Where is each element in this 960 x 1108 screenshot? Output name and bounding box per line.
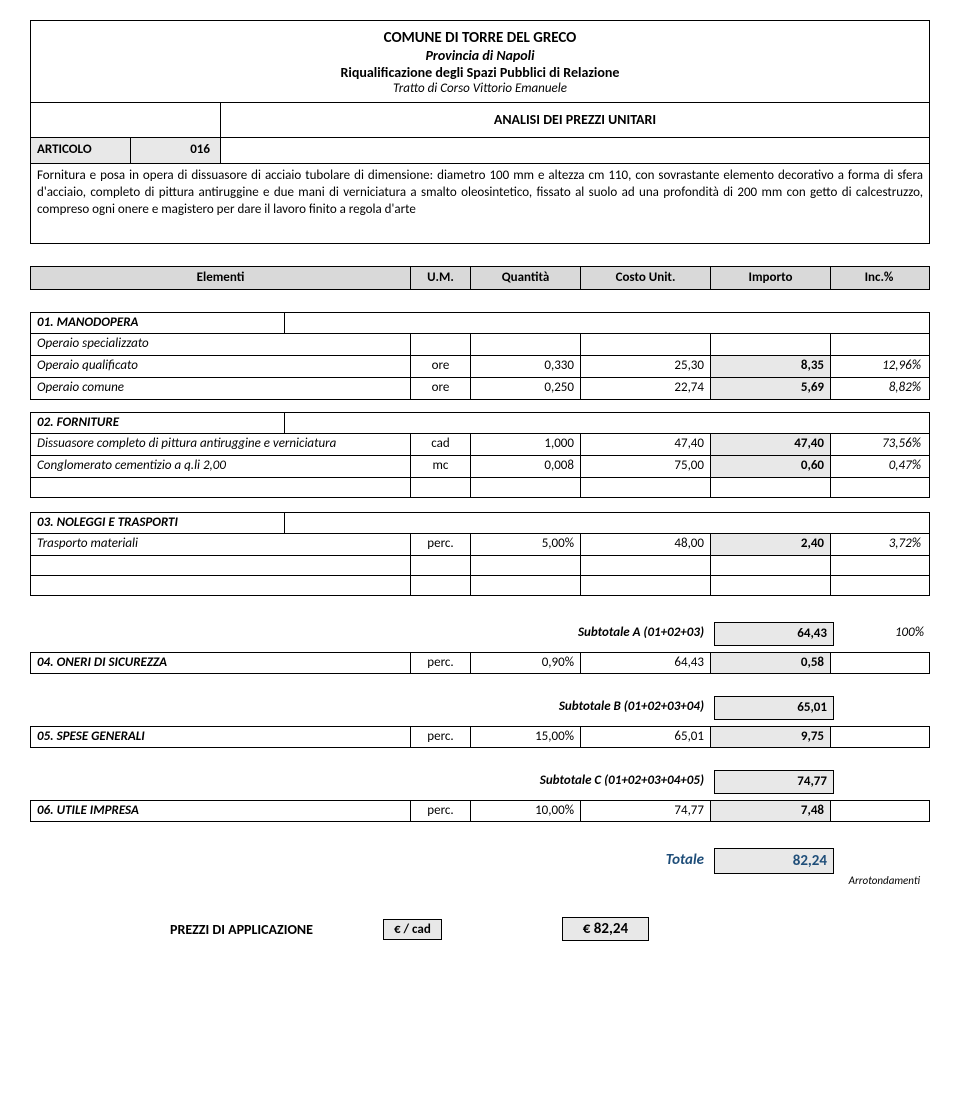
subtotal-a-label: Subtotale A (01+02+03) xyxy=(454,622,714,646)
col-inc: Inc.% xyxy=(831,267,927,289)
row-operaio-comune: Operaio comune ore 0,250 22,74 5,69 8,82… xyxy=(30,378,930,400)
prezzi-unit: € / cad xyxy=(383,919,442,940)
arrotondamenti-label: Arrotondamenti xyxy=(714,874,930,887)
col-quantita: Quantità xyxy=(471,267,581,289)
subtotal-a-value: 64,43 xyxy=(714,622,834,646)
empty-row xyxy=(30,556,930,576)
row-operaio-specializzato: Operaio specializzato xyxy=(30,334,930,356)
prezzi-applicazione-row: PREZZI DI APPLICAZIONE € / cad € 82,24 xyxy=(30,917,930,941)
subtotal-c-row: Subtotale C (01+02+03+04+05) 74,77 xyxy=(30,770,930,794)
empty-row xyxy=(30,478,930,498)
row-conglomerato: Conglomerato cementizio a q.li 2,00 mc 0… xyxy=(30,456,930,478)
articolo-number: 016 xyxy=(131,138,221,163)
description-box: Fornitura e posa in opera di dissuasore … xyxy=(30,164,930,244)
prezzi-value: € 82,24 xyxy=(562,917,649,941)
totale-label: Totale xyxy=(534,848,714,874)
row-spese-generali: 05. SPESE GENERALI perc. 15,00% 65,01 9,… xyxy=(30,726,930,748)
row-trasporto: Trasporto materiali perc. 5,00% 48,00 2,… xyxy=(30,534,930,556)
row-utile-impresa: 06. UTILE IMPRESA perc. 10,00% 74,77 7,4… xyxy=(30,800,930,822)
subtotal-c-label: Subtotale C (01+02+03+04+05) xyxy=(454,770,714,794)
header-tratto: Tratto di Corso Vittorio Emanuele xyxy=(31,81,929,96)
row-dissuasore: Dissuasore completo di pittura antiruggi… xyxy=(30,434,930,456)
subtotal-a-pct: 100% xyxy=(834,622,930,646)
col-costo: Costo Unit. xyxy=(581,267,711,289)
section-03-title: 03. NOLEGGI E TRASPORTI xyxy=(31,513,285,533)
section-02-header: 02. FORNITURE xyxy=(30,412,930,434)
subtotal-a-row: Subtotale A (01+02+03) 64,43 100% xyxy=(30,622,930,646)
col-elementi: Elementi xyxy=(31,267,411,289)
col-importo: Importo xyxy=(711,267,831,289)
section-02-title: 02. FORNITURE xyxy=(31,413,285,433)
column-headers: Elementi U.M. Quantità Costo Unit. Impor… xyxy=(30,266,930,290)
section-01-header: 01. MANODOPERA xyxy=(30,312,930,334)
prezzi-label: PREZZI DI APPLICAZIONE xyxy=(170,921,313,938)
header-project: Riqualificazione degli Spazi Pubblici di… xyxy=(31,64,929,81)
document-header: COMUNE DI TORRE DEL GRECO Provincia di N… xyxy=(30,20,930,102)
col-um: U.M. xyxy=(411,267,471,289)
section-03-header: 03. NOLEGGI E TRASPORTI xyxy=(30,512,930,534)
subtotal-c-value: 74,77 xyxy=(714,770,834,794)
totale-value: 82,24 xyxy=(714,848,834,874)
articolo-row: ARTICOLO 016 xyxy=(30,138,930,164)
section-01-title: 01. MANODOPERA xyxy=(31,313,285,333)
arrotondamenti-row: Arrotondamenti xyxy=(30,874,930,887)
totale-row: Totale 82,24 xyxy=(30,848,930,874)
row-oneri-sicurezza: 04. ONERI DI SICUREZZA perc. 0,90% 64,43… xyxy=(30,652,930,674)
subtotal-b-label: Subtotale B (01+02+03+04) xyxy=(454,696,714,720)
subtotal-b-value: 65,01 xyxy=(714,696,834,720)
subtotal-b-row: Subtotale B (01+02+03+04) 65,01 xyxy=(30,696,930,720)
analisi-title-row: ANALISI DEI PREZZI UNITARI xyxy=(30,102,930,138)
articolo-label: ARTICOLO xyxy=(31,138,131,163)
empty-row xyxy=(30,576,930,596)
row-operaio-qualificato: Operaio qualificato ore 0,330 25,30 8,35… xyxy=(30,356,930,378)
header-comune: COMUNE DI TORRE DEL GRECO xyxy=(31,29,929,47)
analisi-title: ANALISI DEI PREZZI UNITARI xyxy=(221,103,929,137)
header-provincia: Provincia di Napoli xyxy=(31,47,929,64)
